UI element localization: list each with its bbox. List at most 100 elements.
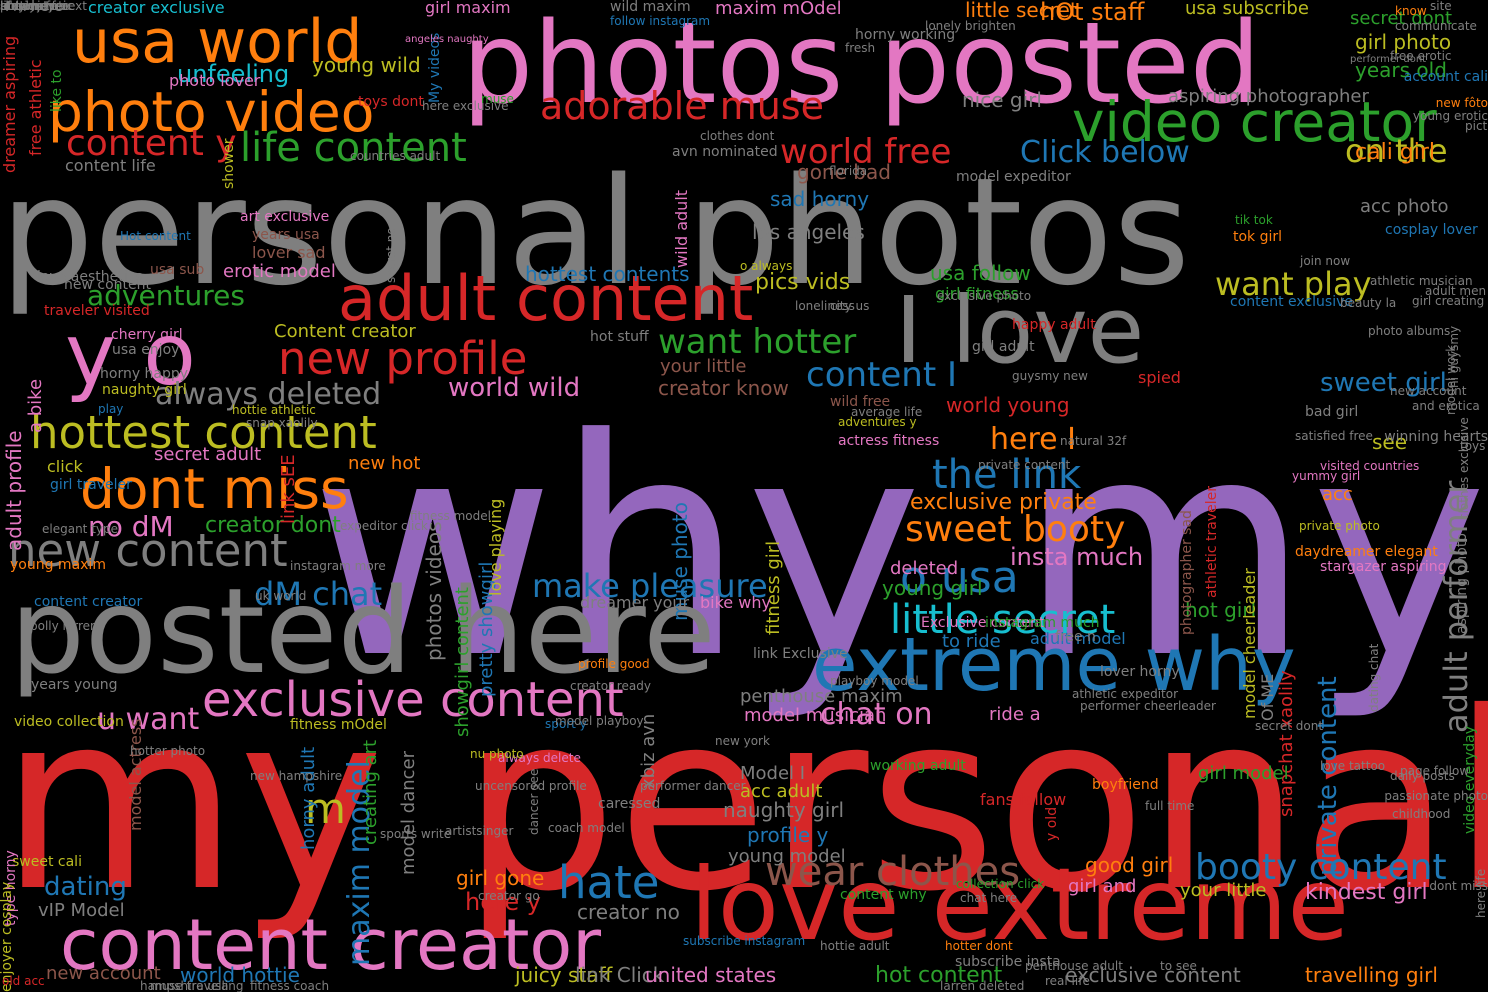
word-communicate: communicate [1395, 19, 1477, 33]
word-adult-content: adult content [338, 262, 754, 335]
word-loneliness: loneliness [795, 299, 855, 313]
word-usa-subscribe: usa subscribe [1185, 0, 1309, 19]
word-showgirl-content: showgirl content [452, 587, 473, 738]
word-love-extreme: love extreme [690, 846, 1349, 963]
word-tok-girl: tok girl [1233, 229, 1283, 245]
word-hot-content: hot content [875, 963, 1003, 988]
word-years-old: years old [1355, 58, 1447, 82]
word-world-wild: world wild [448, 373, 581, 403]
word-fans-follow: fans follow [980, 790, 1067, 809]
word-little-secret: little secret [965, 0, 1078, 22]
word-united-states: united states [645, 963, 777, 987]
word-always-delete: always delete [498, 751, 581, 765]
word-stargazer-aspiring: stargazer aspiring [1320, 559, 1447, 575]
word-photographer-sad: photographer sad [1179, 509, 1195, 635]
word-exclusive-private: exclusive private [910, 490, 1097, 515]
word-girl-creating: girl creating [1412, 294, 1485, 308]
word-new-hampshire: new hampshire [250, 769, 343, 783]
word-toys-dont: toys dont [358, 94, 424, 110]
word-hampshire-usa: hampshire usa [140, 979, 229, 992]
word-angeles-naughty: angeles naughty [405, 34, 489, 45]
word-personal-photos: personal photos [0, 146, 1191, 318]
word-toys: toys [1460, 439, 1486, 453]
word-daydreamer-elegant: daydreamer elegant [1295, 544, 1438, 560]
word-horny-happy: horny happy [100, 366, 189, 382]
word-art-exclusive: art exclusive [240, 209, 330, 225]
word-expeditor-click: expeditor click [340, 519, 428, 533]
word-los-angeles: los angeles [752, 220, 865, 244]
word-life-content: life content [240, 125, 467, 171]
word-dont-miss: dont miss [80, 457, 349, 521]
word-content-creator: content creator [34, 594, 143, 610]
word-model-i: Model I [740, 763, 806, 784]
word-hot-girl: hot girl [1185, 598, 1257, 622]
word-little-secret: little secret [890, 597, 1116, 643]
word-make-pleasure: make pleasure [532, 567, 768, 605]
word-chat-here: chat here [960, 891, 1018, 905]
word-happy-adult: happy adult [1012, 317, 1096, 333]
word-penthouse-adult: penthouse adult [1025, 959, 1123, 973]
word-like-to: like to [49, 69, 65, 112]
word-average-life: average life [851, 405, 923, 419]
word-years-young: years young [31, 677, 118, 693]
word-traveler-visited: traveler visited [44, 303, 150, 319]
word-real-life: real life [1045, 974, 1090, 988]
word-cosplay-lover: cosplay lover [1385, 222, 1478, 238]
word-site: site [1430, 0, 1452, 13]
word-natural-32f: natural 32f [1060, 434, 1127, 448]
word-content-creator: content creator [60, 904, 601, 986]
word-naughty-girl: naughty girl [102, 382, 187, 398]
word-creator-exclusive: creator exclusive [88, 0, 225, 17]
word-tik-tok: tik tok [1235, 213, 1273, 227]
word-hotter-photo: hotter photo [130, 744, 206, 758]
word-no-dm: no dM [88, 510, 174, 543]
word-hot-stuff: hot stuff [590, 329, 649, 345]
word-content-exclusive: content exclusive [1230, 294, 1353, 310]
word-young-maxim: young maxim [10, 557, 106, 573]
word-exclusive-content: Exclusive content [921, 615, 1045, 631]
word-winning-hearts: winning hearts [1384, 429, 1488, 445]
word-girl-traveler: girl traveler [50, 477, 132, 493]
word-extreme-why: extreme why [812, 622, 1296, 708]
word-girl-photo: girl photo [1355, 30, 1452, 54]
word-stream-free: stream free [0, 0, 70, 13]
word-sweet-cali: sweet cali [12, 854, 82, 870]
word-private-photo: private photo [1299, 519, 1380, 533]
word-creator-know: creator know [658, 376, 789, 400]
word-content-creator: Content creator [274, 321, 416, 342]
word-artistsinger: artistsinger [445, 824, 514, 838]
word-travelling-girl: travelling girl [1305, 963, 1438, 987]
word-polly-larren: polly larren [30, 619, 98, 633]
word-follow-instagram: follow instagram [610, 14, 711, 28]
word-exclusive-photo: exclusive photo [937, 289, 1032, 303]
word-young-girl: young girl [882, 576, 983, 600]
word-adult-model: adult model [1030, 629, 1126, 648]
word-photos-posted: photos posted [462, 0, 1261, 129]
word-chat-on: chat on [820, 697, 933, 732]
word-creator-go: creator go [478, 889, 540, 903]
word-and-erotica: and erotica [1412, 399, 1480, 413]
word-elegant-type: elegant type [42, 522, 119, 536]
word-a-bike: a bike [25, 378, 46, 433]
word-new-account: new account [46, 963, 161, 984]
word-dm-chat: dM chat [254, 575, 383, 613]
word-to-ride: to ride [942, 631, 1001, 652]
word-sweet-booty: sweet booty [905, 509, 1126, 550]
word-new-content: new content [8, 524, 288, 577]
word-here-life: here life [1474, 868, 1488, 918]
word-pics-vids: pics vids [755, 270, 851, 295]
word-visited-countries: visited countries [1320, 459, 1420, 473]
word-love-aesthetics: love aesthetics [37, 269, 143, 285]
word-coach-model: coach model [548, 821, 625, 835]
word-penthouse-maxim: penthouse maxim [740, 686, 903, 707]
word-new-hot: new hot [348, 453, 421, 474]
word-see: see [1372, 430, 1408, 454]
word-life-enjoyer: life enjoyer [0, 0, 68, 13]
word-here-y: here y [465, 888, 541, 916]
word-content-why: content why [840, 887, 927, 903]
word-want-play: want play [1215, 265, 1372, 303]
word-photos-videos: photos videos [422, 521, 446, 661]
word-u-want: u want [97, 702, 200, 737]
word-photo-lover: photo lover [169, 71, 261, 90]
